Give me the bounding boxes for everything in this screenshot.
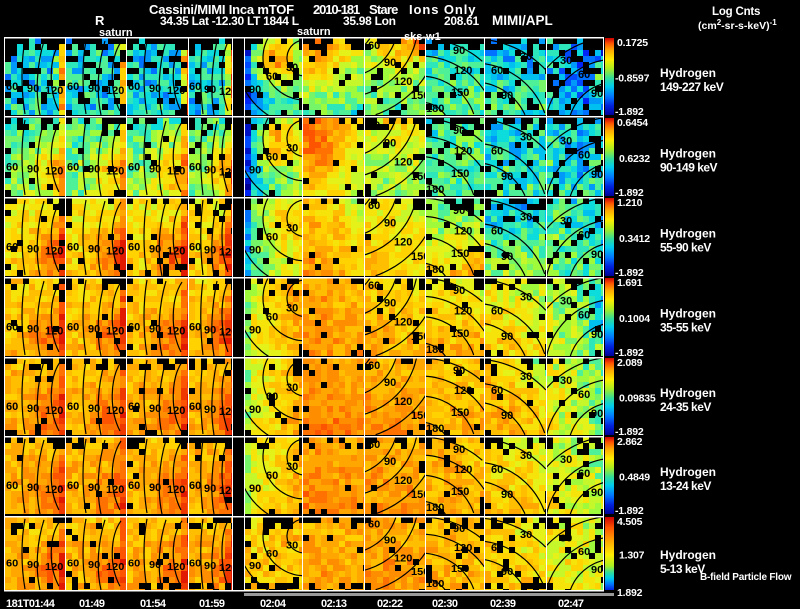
svg-text:-1.892: -1.892: [615, 187, 644, 199]
svg-text:02:22: 02:22: [377, 598, 403, 609]
svg-text:02:04: 02:04: [260, 598, 287, 609]
svg-text:34.35 Lat -12.30 LT 1844 L: 34.35 Lat -12.30 LT 1844 L: [160, 14, 299, 28]
svg-text:0.6454: 0.6454: [617, 117, 648, 129]
svg-text:1.210: 1.210: [617, 197, 643, 209]
svg-text:181T01:44: 181T01:44: [6, 598, 56, 609]
svg-text:Hydrogen: Hydrogen: [660, 465, 716, 479]
svg-text:208.61: 208.61: [444, 14, 480, 28]
svg-text:4.505: 4.505: [617, 516, 643, 528]
svg-text:Cassini/MIMI Inca mTOF: Cassini/MIMI Inca mTOF: [149, 2, 294, 17]
svg-text:01:54: 01:54: [140, 598, 167, 609]
svg-text:1.892: 1.892: [617, 587, 643, 599]
svg-text:0.4849: 0.4849: [619, 472, 650, 484]
svg-text:90-149 keV: 90-149 keV: [660, 161, 718, 175]
svg-text:saturn: saturn: [99, 27, 133, 39]
svg-text:Hydrogen: Hydrogen: [660, 386, 716, 400]
svg-text:sks-w1: sks-w1: [404, 31, 441, 43]
svg-text:0.3412: 0.3412: [619, 233, 650, 245]
svg-text:-1.892: -1.892: [615, 347, 644, 359]
svg-text:0.1725: 0.1725: [617, 37, 648, 49]
svg-text:01:49: 01:49: [79, 598, 105, 609]
svg-text:55-90 keV: 55-90 keV: [660, 241, 711, 255]
svg-text:02:30: 02:30: [432, 598, 458, 609]
svg-text:5-13 keV: 5-13 keV: [660, 562, 705, 576]
svg-text:2.089: 2.089: [617, 357, 643, 369]
svg-text:-1.892: -1.892: [615, 267, 644, 279]
svg-text:2.862: 2.862: [617, 436, 643, 448]
svg-text:0.09835: 0.09835: [619, 393, 656, 405]
svg-text:02:13: 02:13: [321, 598, 347, 609]
svg-text:saturn: saturn: [297, 26, 331, 38]
svg-text:1.307: 1.307: [619, 550, 645, 562]
svg-text:1.691: 1.691: [617, 277, 643, 289]
svg-text:0.6232: 0.6232: [619, 153, 650, 165]
svg-text:02:39: 02:39: [490, 598, 516, 609]
svg-text:Hydrogen: Hydrogen: [660, 147, 716, 161]
svg-text:35.98 Lon: 35.98 Lon: [343, 14, 396, 28]
svg-text:01:59: 01:59: [199, 598, 225, 609]
svg-text:Ions Only: Ions Only: [409, 2, 476, 17]
svg-text:Stare: Stare: [369, 2, 398, 17]
svg-text:-0.8597: -0.8597: [615, 73, 650, 85]
svg-text:-1.892: -1.892: [615, 106, 644, 118]
svg-text:B-field Particle Flow: B-field Particle Flow: [700, 572, 792, 583]
svg-text:02:47: 02:47: [558, 598, 584, 609]
svg-text:-1.892: -1.892: [615, 505, 644, 517]
svg-text:Hydrogen: Hydrogen: [660, 307, 716, 321]
svg-text:Hydrogen: Hydrogen: [660, 66, 716, 80]
svg-text:(cm2-sr-s-keV)-1: (cm2-sr-s-keV)-1: [698, 18, 777, 32]
svg-text:24-35 keV: 24-35 keV: [660, 400, 711, 414]
svg-text:MIMI/APL: MIMI/APL: [492, 13, 553, 28]
svg-text:Hydrogen: Hydrogen: [660, 548, 716, 562]
svg-text:13-24 keV: 13-24 keV: [660, 479, 711, 493]
svg-text:Hydrogen: Hydrogen: [660, 227, 716, 241]
svg-text:35-55 keV: 35-55 keV: [660, 321, 711, 335]
svg-text:Log Cnts: Log Cnts: [712, 6, 760, 18]
svg-text:-1.892: -1.892: [615, 426, 644, 438]
svg-text:0.1004: 0.1004: [619, 313, 650, 325]
svg-text:2010-181: 2010-181: [313, 2, 360, 17]
svg-text:149-227 keV: 149-227 keV: [660, 80, 724, 94]
svg-text:R: R: [95, 13, 105, 28]
